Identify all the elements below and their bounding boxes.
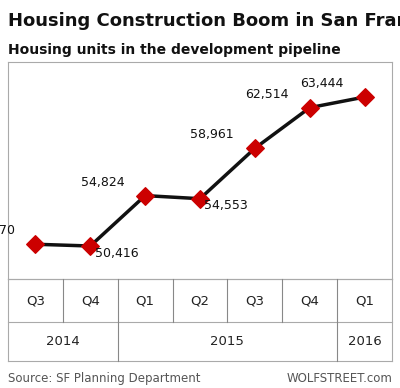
Text: 58,961: 58,961 <box>190 128 234 142</box>
Text: 54,553: 54,553 <box>204 199 248 212</box>
Point <box>87 243 94 249</box>
Text: 63,444: 63,444 <box>300 77 344 90</box>
Point <box>32 241 39 248</box>
Text: Housing Construction Boom in San Francisco: Housing Construction Boom in San Francis… <box>8 12 400 29</box>
Text: 50,570: 50,570 <box>0 224 14 237</box>
Text: Q3: Q3 <box>26 294 45 307</box>
Point <box>306 104 313 111</box>
Text: Q4: Q4 <box>300 294 319 307</box>
Text: Housing units in the development pipeline: Housing units in the development pipelin… <box>8 43 341 57</box>
Text: 62,514: 62,514 <box>245 88 289 101</box>
Point <box>142 192 148 199</box>
Text: 50,416: 50,416 <box>95 247 138 260</box>
Text: Q3: Q3 <box>245 294 264 307</box>
Text: Q4: Q4 <box>81 294 100 307</box>
Text: 54,824: 54,824 <box>81 176 124 189</box>
Text: Q1: Q1 <box>136 294 155 307</box>
Point <box>361 94 368 100</box>
Text: 2015: 2015 <box>210 335 244 348</box>
Text: Q1: Q1 <box>355 294 374 307</box>
Point <box>197 196 203 202</box>
Text: 2014: 2014 <box>46 335 80 348</box>
Point <box>252 145 258 151</box>
Text: 2016: 2016 <box>348 335 382 348</box>
Text: Q2: Q2 <box>190 294 210 307</box>
Text: Source: SF Planning Department: Source: SF Planning Department <box>8 372 200 385</box>
Text: WOLFSTREET.com: WOLFSTREET.com <box>286 372 392 385</box>
